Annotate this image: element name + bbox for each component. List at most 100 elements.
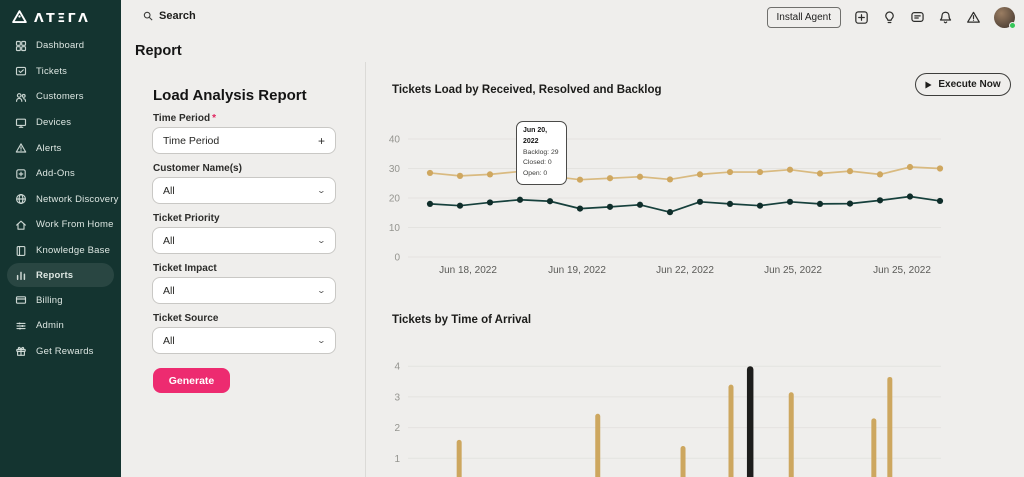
y-axis-tick: 4 (394, 362, 400, 373)
bar[interactable] (595, 413, 601, 477)
x-axis-tick: Jun 25, 2022 (764, 265, 822, 276)
data-point[interactable] (876, 197, 884, 204)
bar[interactable] (680, 446, 686, 477)
sidebar-item-work-from-home[interactable]: Work From Home (0, 212, 121, 238)
chat-icon[interactable] (910, 10, 925, 25)
data-point[interactable] (456, 202, 464, 209)
bar-chart[interactable]: 1 2 3 4 (366, 354, 1024, 477)
chevron-down-icon: ⌄ (316, 335, 327, 345)
data-point[interactable] (606, 175, 614, 182)
ticket-source-select[interactable]: All ⌄ (152, 327, 336, 354)
avatar[interactable] (994, 6, 1016, 29)
data-point[interactable] (696, 198, 704, 205)
data-point[interactable] (786, 166, 794, 173)
data-point[interactable] (726, 168, 734, 176)
online-status-dot (1009, 21, 1016, 29)
data-point[interactable] (486, 171, 494, 178)
sidebar-item-reports[interactable]: Reports (7, 263, 114, 288)
data-point[interactable] (696, 171, 704, 178)
data-point[interactable] (726, 200, 734, 207)
data-point[interactable] (636, 173, 644, 180)
data-point[interactable] (816, 170, 824, 177)
ticket-priority-select[interactable]: All ⌄ (152, 227, 336, 254)
data-point[interactable] (486, 199, 494, 206)
data-point[interactable] (876, 171, 884, 178)
bar[interactable] (788, 392, 794, 477)
ticket-impact-label: Ticket Impact (153, 263, 217, 274)
sidebar-item-knowledge-base[interactable]: Knowledge Base (0, 238, 121, 264)
sidebar-item-dashboard[interactable]: Dashboard (0, 33, 121, 59)
bar[interactable] (887, 376, 893, 477)
plus-icon: + (317, 133, 325, 148)
data-point[interactable] (786, 198, 794, 205)
data-point[interactable] (606, 203, 614, 210)
alerts-warning-icon[interactable] (966, 10, 981, 25)
sidebar-item-billing[interactable]: Billing (0, 287, 121, 313)
add-device-icon[interactable] (854, 10, 869, 25)
series-line-resolved (429, 195, 941, 214)
devices-icon (15, 117, 27, 129)
data-point[interactable] (756, 168, 764, 176)
data-point[interactable] (576, 176, 584, 183)
sidebar-item-network-discovery[interactable]: Network Discovery (0, 187, 121, 213)
data-point[interactable] (426, 200, 434, 207)
data-point[interactable] (456, 172, 464, 179)
sidebar-item-customers[interactable]: Customers (0, 84, 121, 110)
data-point[interactable] (846, 200, 854, 207)
chart-tooltip: Jun 20, 2022 Backlog: 29 Closed: 0 Open: 0 (516, 121, 567, 186)
sidebar-item-devices[interactable]: Devices (0, 110, 121, 136)
sidebar-item-label: Alerts (36, 142, 62, 154)
data-point[interactable] (546, 198, 554, 205)
bar-highlighted[interactable] (746, 366, 754, 477)
panel-divider (365, 62, 366, 477)
time-period-select[interactable]: Time Period + (152, 127, 336, 154)
lightbulb-icon[interactable] (882, 10, 897, 25)
notifications-bell-icon[interactable] (938, 10, 953, 25)
brand-logo[interactable]: ΛTΞΓΛ (11, 9, 90, 25)
sidebar-item-label: Billing (36, 294, 63, 306)
execute-now-button[interactable]: Execute Now (915, 73, 1011, 96)
data-point[interactable] (816, 200, 824, 207)
data-point[interactable] (936, 165, 944, 172)
sidebar-item-admin[interactable]: Admin (0, 313, 121, 339)
data-point[interactable] (666, 209, 674, 216)
data-point[interactable] (516, 196, 524, 203)
y-axis-tick: 0 (394, 253, 400, 264)
chevron-down-icon: ⌄ (316, 185, 327, 195)
ticket-impact-select[interactable]: All ⌄ (152, 277, 336, 304)
data-point[interactable] (576, 205, 584, 212)
chevron-down-icon: ⌄ (316, 285, 327, 295)
bar[interactable] (728, 384, 734, 477)
search-input[interactable]: Search (143, 10, 196, 22)
data-point[interactable] (756, 202, 764, 209)
bar[interactable] (456, 439, 462, 477)
sidebar-item-label: Admin (36, 320, 64, 332)
data-point[interactable] (666, 176, 674, 183)
sidebar-item-get-rewards[interactable]: > Get Rewards (0, 339, 121, 365)
sidebar-item-alerts[interactable]: Alerts (0, 135, 121, 161)
network-discovery-icon (15, 193, 27, 205)
install-agent-button[interactable]: Install Agent (766, 6, 841, 28)
data-point[interactable] (426, 169, 434, 177)
generate-button[interactable]: Generate (153, 368, 230, 393)
bar[interactable] (871, 418, 877, 477)
alerts-icon (15, 142, 27, 154)
sidebar-item-label: Dashboard (36, 40, 85, 52)
sidebar-item-add-ons[interactable]: Add-Ons (0, 161, 121, 187)
ticket-priority-label: Ticket Priority (153, 213, 220, 224)
y-axis-tick: 3 (394, 392, 400, 403)
field-value: All (163, 284, 175, 297)
customer-name-s--select[interactable]: All ⌄ (152, 177, 336, 204)
sidebar-item-label: Customers (36, 91, 84, 103)
sidebar-item-tickets[interactable]: Tickets (0, 59, 121, 85)
data-point[interactable] (636, 201, 644, 208)
line-chart[interactable]: 0 10 20 30 40 Jun 18, 2022 Jun 19, 2022 Jun 22,… (366, 122, 1024, 290)
data-point[interactable] (936, 197, 944, 205)
data-point[interactable] (846, 168, 854, 175)
ticket-source-label: Ticket Source (153, 313, 219, 324)
y-axis-tick: 30 (389, 164, 401, 175)
data-point[interactable] (906, 163, 914, 171)
atera-logo-icon (11, 9, 28, 25)
data-point[interactable] (906, 193, 914, 200)
